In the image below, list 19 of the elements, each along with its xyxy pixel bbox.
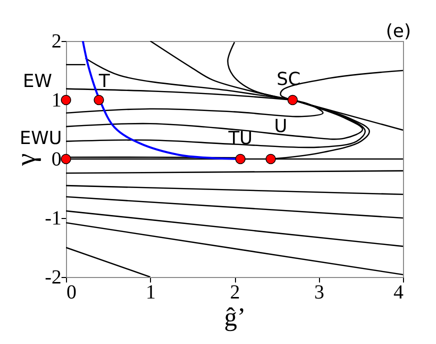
x-tick-label: 3 — [314, 282, 324, 304]
annotation: (e) — [386, 21, 411, 42]
annotation: EWU — [20, 128, 62, 149]
y-tick-label: -1 — [44, 208, 62, 230]
y-tick-label: 1 — [52, 90, 62, 112]
x-tick-label: 1 — [146, 282, 156, 304]
x-tick-label: 2 — [230, 282, 240, 304]
y-tick-label: 0 — [52, 148, 62, 170]
y-tick-label: 2 — [52, 30, 62, 52]
annotation: TU — [227, 128, 252, 149]
y-tick-label: -2 — [44, 266, 62, 288]
annotation: EW — [22, 71, 52, 92]
annotation: T — [98, 71, 111, 92]
annotation: U — [274, 116, 288, 137]
y-axis-title: γ — [10, 153, 42, 167]
x-tick-label: 4 — [394, 282, 404, 304]
x-axis-title: ĝ’ — [224, 302, 246, 332]
annotation: SC — [276, 69, 301, 90]
x-tick-label: 0 — [66, 282, 76, 304]
